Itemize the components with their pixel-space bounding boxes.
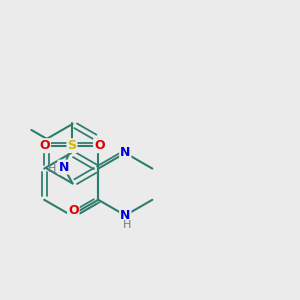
Text: H: H <box>48 164 56 174</box>
Text: N: N <box>120 209 130 222</box>
Text: O: O <box>39 139 50 152</box>
Text: O: O <box>68 204 79 218</box>
Text: H: H <box>123 220 131 230</box>
Text: O: O <box>94 139 105 152</box>
Text: S: S <box>68 139 76 152</box>
Text: N: N <box>58 160 69 174</box>
Text: N: N <box>120 146 130 160</box>
